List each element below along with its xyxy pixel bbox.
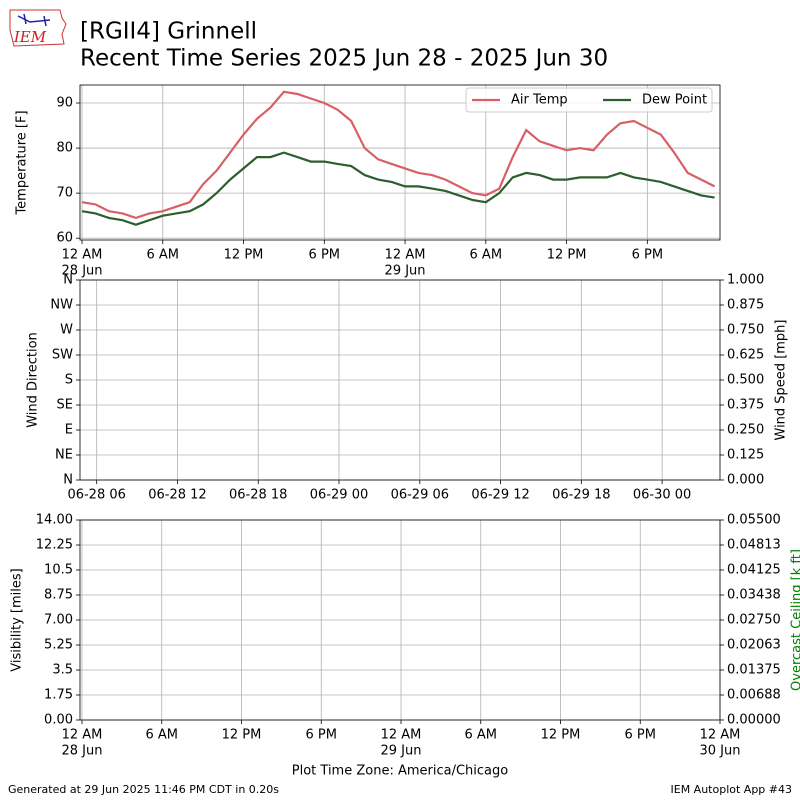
y2-tick-label: 0.01375	[727, 663, 781, 678]
y2-tick-label: 0.000	[727, 473, 764, 488]
axes-frame	[79, 519, 721, 721]
x-tick-label: 06-29 00	[310, 488, 368, 503]
y-tick-label: 0.00	[44, 713, 73, 728]
y-tick-label: 1.75	[44, 688, 73, 703]
y-axis-label: Wind Direction	[26, 332, 41, 428]
footer-left: Generated at 29 Jun 2025 11:46 PM CDT in…	[8, 783, 279, 796]
y2-tick-label: 0.03438	[727, 588, 781, 603]
x-tick-label: 6 PM	[625, 728, 656, 743]
x-tick-sublabel: 30 Jun	[700, 744, 741, 759]
axes-frame	[79, 279, 721, 481]
y2-tick-label: 1.000	[727, 273, 764, 288]
x-tick-label: 06-29 12	[471, 488, 529, 503]
x-tick-label: 12 PM	[547, 248, 587, 263]
x-tick-label: 06-30 00	[633, 488, 691, 503]
y2-tick-label: 0.250	[727, 423, 764, 438]
x-tick-label: 6 AM	[464, 728, 497, 743]
logo-text: IEM	[13, 28, 47, 46]
y2-tick-label: 0.500	[727, 373, 764, 388]
y2-tick-label: 0.04125	[727, 563, 781, 578]
axes-frame	[79, 84, 721, 241]
x-tick-label: 6 PM	[306, 728, 337, 743]
y-tick-label: 70	[56, 186, 73, 201]
legend-label: Dew Point	[642, 93, 707, 108]
x-tick-label: 06-28 12	[148, 488, 206, 503]
x-tick-sublabel: 28 Jun	[62, 264, 103, 279]
y2-tick-label: 0.02750	[727, 613, 781, 628]
y2-tick-label: 0.375	[727, 398, 764, 413]
y-tick-label: 14.00	[36, 513, 73, 528]
y2-tick-label: 0.750	[727, 323, 764, 338]
x-tick-label: 12 AM	[385, 248, 426, 263]
x-tick-sublabel: 29 Jun	[385, 264, 426, 279]
x-tick-label: 6 PM	[632, 248, 663, 263]
y-tick-label: N	[63, 273, 73, 288]
x-tick-label: 06-29 18	[552, 488, 610, 503]
x-tick-label: 06-28 06	[67, 488, 125, 503]
y2-tick-label: 0.04813	[727, 538, 781, 553]
y2-axis-label: Wind Speed [mph]	[774, 320, 789, 441]
y-tick-label: 3.5	[52, 663, 73, 678]
y2-tick-label: 0.00688	[727, 688, 781, 703]
y2-tick-label: 0.125	[727, 448, 764, 463]
x-tick-label: 12 AM	[62, 728, 103, 743]
y-tick-label: 60	[56, 231, 73, 246]
x-tick-label: 06-28 18	[229, 488, 287, 503]
y2-tick-label: 0.05500	[727, 513, 781, 528]
y2-axis-label: Overcast Ceiling [k ft]	[790, 549, 800, 691]
y2-tick-label: 0.00000	[727, 713, 781, 728]
line-series	[81, 151, 715, 226]
y2-tick-label: 0.02063	[727, 638, 781, 653]
x-tick-sublabel: 29 Jun	[380, 744, 421, 759]
y-tick-label: 5.25	[44, 638, 73, 653]
y-tick-label: N	[63, 473, 73, 488]
footer-right: IEM Autoplot App #43	[671, 783, 793, 796]
x-tick-label: 6 AM	[145, 728, 178, 743]
x-tick-label: 12 AM	[381, 728, 422, 743]
y-tick-label: S	[65, 373, 73, 388]
y-axis-label: Temperature [F]	[15, 110, 30, 215]
y2-tick-label: 0.875	[727, 298, 764, 313]
y-tick-label: 80	[56, 141, 73, 156]
y-tick-label: SE	[57, 398, 73, 413]
x-tick-label: 06-29 06	[391, 488, 449, 503]
y2-tick-label: 0.625	[727, 348, 764, 363]
x-tick-sublabel: 28 Jun	[61, 744, 102, 759]
line-series	[81, 90, 716, 220]
y-tick-label: W	[60, 323, 73, 338]
y-tick-label: SW	[52, 348, 73, 363]
x-tick-label: 12 PM	[222, 728, 262, 743]
y-axis-label: Visibility [miles]	[10, 568, 25, 671]
x-tick-label: 12 PM	[541, 728, 581, 743]
y-tick-label: E	[65, 423, 73, 438]
x-tick-label: 6 AM	[147, 248, 180, 263]
x-tick-label: 12 AM	[700, 728, 741, 743]
y-tick-label: 7.00	[44, 613, 73, 628]
y-tick-label: 10.5	[44, 563, 73, 578]
logo-icon	[17, 13, 51, 27]
legend-box	[465, 87, 713, 113]
y-tick-label: NE	[55, 448, 73, 463]
y-tick-label: NW	[50, 298, 73, 313]
y-tick-label: 8.75	[44, 588, 73, 603]
x-tick-label: 12 AM	[62, 248, 103, 263]
y-tick-label: 90	[56, 96, 73, 111]
title: [RGII4] Grinnell	[80, 19, 257, 45]
x-tick-label: 6 AM	[470, 248, 503, 263]
logo: IEM	[9, 9, 67, 47]
subtitle: Recent Time Series 2025 Jun 28 - 2025 Ju…	[80, 46, 608, 72]
x-tick-label: 12 PM	[224, 248, 264, 263]
y-tick-label: 12.25	[36, 538, 73, 553]
legend-label: Air Temp	[511, 93, 568, 108]
x-axis-label: Plot Time Zone: America/Chicago	[292, 764, 508, 779]
x-tick-label: 6 PM	[309, 248, 340, 263]
